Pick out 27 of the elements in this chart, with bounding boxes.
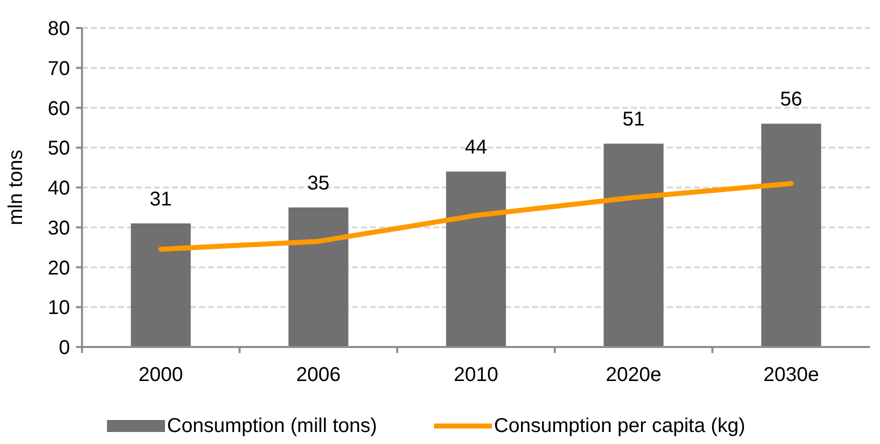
y-tick-label: 10 bbox=[48, 297, 70, 320]
x-tick-label: 2000 bbox=[138, 364, 184, 386]
y-tick-label: 30 bbox=[48, 217, 70, 240]
y-tick-label: 70 bbox=[48, 58, 70, 80]
data-label: 56 bbox=[780, 88, 802, 111]
data-label: 51 bbox=[622, 108, 645, 131]
bar bbox=[288, 207, 348, 347]
legend-label: Consumption (mill tons) bbox=[167, 415, 378, 437]
bar bbox=[604, 144, 664, 347]
y-axis-title: mln tons bbox=[5, 150, 27, 226]
data-label: 35 bbox=[307, 172, 330, 194]
legend-label: Consumption per capita (kg) bbox=[494, 415, 746, 437]
x-tick-label: 2010 bbox=[454, 364, 498, 386]
x-tick-label: 2006 bbox=[296, 364, 341, 386]
y-tick-label: 40 bbox=[48, 178, 70, 200]
data-label: 44 bbox=[464, 136, 488, 159]
bar bbox=[446, 172, 506, 347]
x-tick-label: 2030e bbox=[763, 364, 820, 386]
data-label: 31 bbox=[150, 188, 172, 210]
y-tick-label: 60 bbox=[48, 98, 70, 120]
y-tick-label: 0 bbox=[58, 337, 70, 359]
bar bbox=[761, 124, 822, 347]
y-tick-label: 20 bbox=[48, 257, 70, 280]
y-tick-label: 50 bbox=[48, 138, 70, 160]
x-tick-label: 2020e bbox=[606, 364, 662, 386]
y-tick-label: 80 bbox=[48, 18, 70, 40]
bar bbox=[130, 223, 191, 347]
